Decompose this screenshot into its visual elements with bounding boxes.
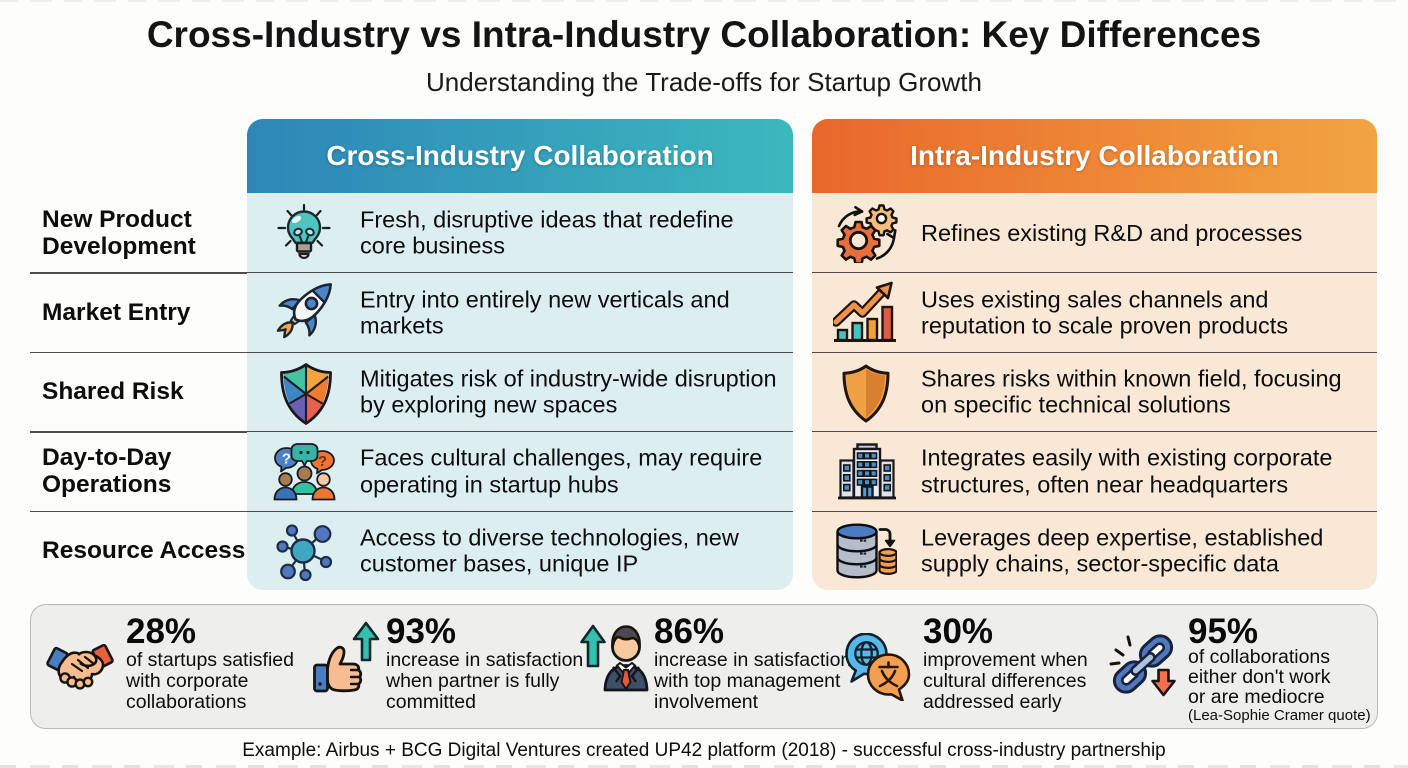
svg-text:?: ?: [318, 453, 327, 470]
svg-text:?: ?: [282, 451, 291, 468]
